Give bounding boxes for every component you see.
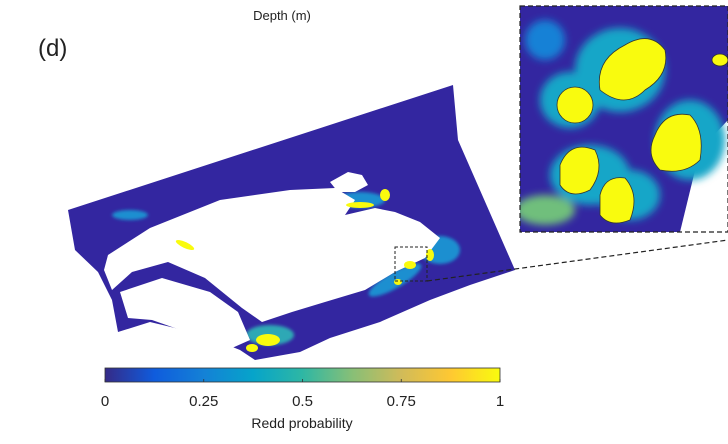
colorbar-tick-label: 0.75 [387,393,416,410]
inset-map [515,6,728,232]
colorbar-label: Redd probability [251,415,352,431]
colorbar-tick-label: 0.25 [189,393,218,410]
figure: Depth (m) (d) [0,0,728,444]
colorbar-tick-label: 0 [101,393,109,410]
colorbar: Redd probability 0 0.25 0.5 0.75 1 [101,368,504,431]
colorbar-tick-label: 1 [496,393,504,410]
colorbar-tick-label: 0.5 [292,393,313,410]
title: Depth (m) [253,8,311,23]
panel-label: (d) [38,35,67,62]
map [68,85,515,360]
